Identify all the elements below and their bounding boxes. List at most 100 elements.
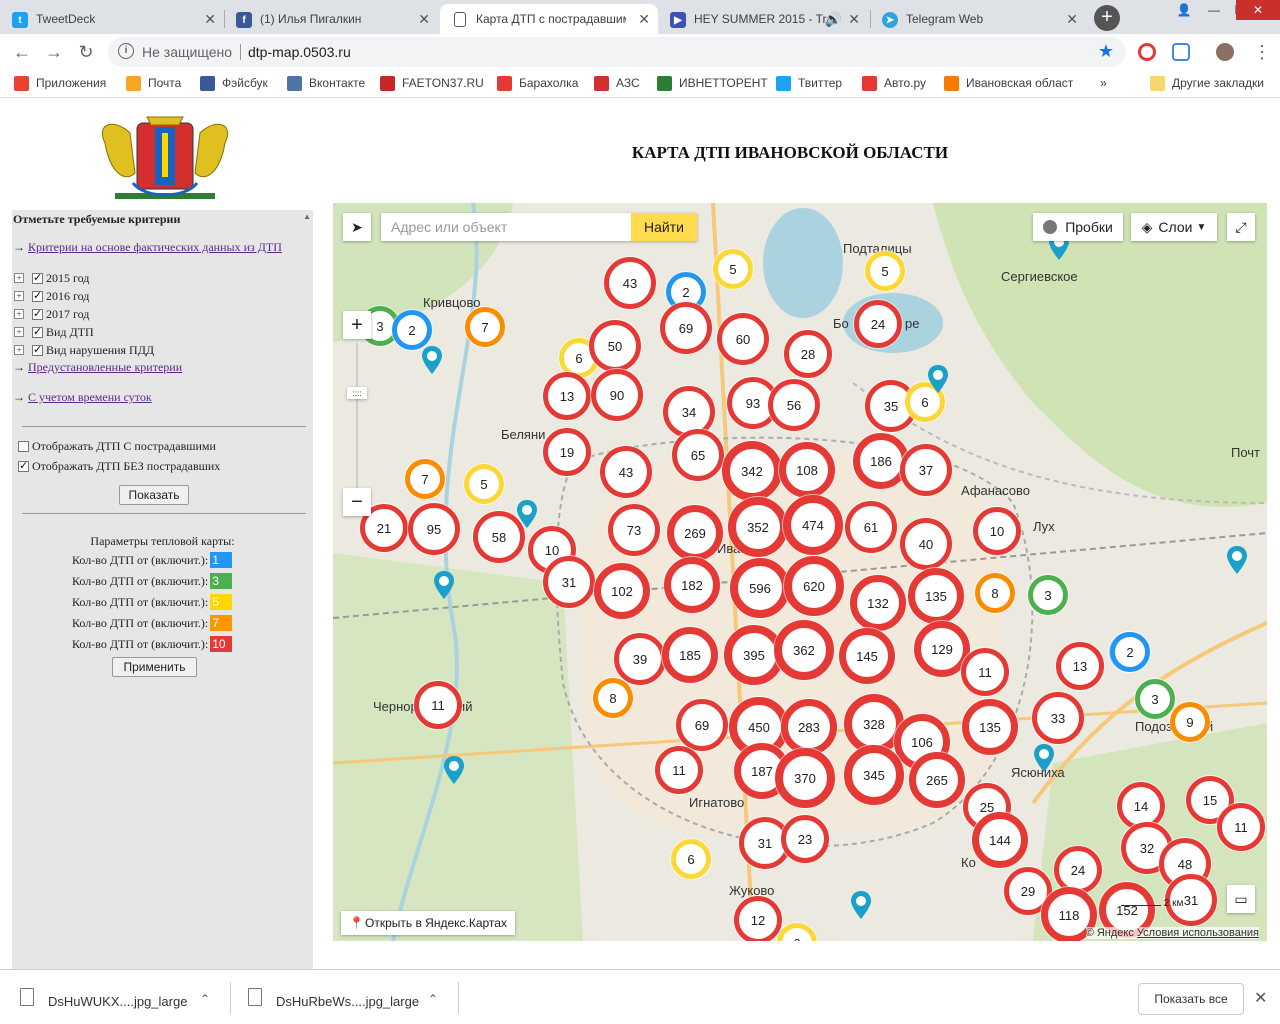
accident-cluster[interactable]: 69 <box>660 302 712 354</box>
download-item[interactable]: DsHuWUKX....jpg_large ⌃ <box>20 980 220 1016</box>
geolocation-icon[interactable]: ➤ <box>343 213 371 241</box>
accident-cluster[interactable]: 283 <box>781 699 837 755</box>
accident-cluster[interactable]: 342 <box>722 441 782 501</box>
accident-cluster[interactable]: 24 <box>854 300 902 348</box>
accident-cluster[interactable]: 60 <box>717 313 769 365</box>
zoom-slider-track[interactable] <box>356 343 358 495</box>
bookmark-item[interactable]: Вконтакте <box>287 76 365 91</box>
accident-cluster[interactable]: 370 <box>775 748 835 808</box>
bookmark-item[interactable]: Ивановская област <box>944 76 1073 91</box>
bookmark-star-icon[interactable]: ★ <box>1097 41 1114 61</box>
layers-button[interactable]: ◈ Слои ▼ <box>1131 213 1217 241</box>
heat-threshold-input[interactable]: 5 <box>210 594 233 610</box>
heat-threshold-input[interactable]: 3 <box>210 573 233 589</box>
placemark-pin-icon[interactable] <box>1226 545 1248 575</box>
accident-cluster[interactable]: 352 <box>728 497 788 557</box>
accident-cluster[interactable]: 135 <box>962 699 1018 755</box>
security-status[interactable]: Не защищено <box>142 44 232 60</box>
accident-cluster[interactable]: 12 <box>734 896 782 941</box>
accident-cluster[interactable]: 69 <box>676 699 728 751</box>
bookmark-item[interactable]: Твиттер <box>776 76 842 91</box>
scroll-up-icon[interactable]: ▲ <box>303 212 311 221</box>
accident-cluster[interactable]: 50 <box>589 320 641 372</box>
accident-cluster[interactable]: 474 <box>783 495 843 555</box>
accident-cluster[interactable]: 620 <box>784 556 844 616</box>
accident-cluster[interactable]: 90 <box>591 369 643 421</box>
accident-cluster[interactable]: 15 <box>1186 776 1234 824</box>
close-icon[interactable]: ✕ <box>1066 11 1078 27</box>
accident-cluster[interactable]: 43 <box>604 257 656 309</box>
accident-cluster[interactable]: 186 <box>853 433 909 489</box>
heat-threshold-input[interactable]: 1 <box>210 552 233 568</box>
accident-cluster[interactable]: 31 <box>1165 874 1217 926</box>
accident-cluster[interactable]: 129 <box>914 621 970 677</box>
expand-icon[interactable]: + <box>14 345 24 355</box>
tree-item-accident-type[interactable]: + Вид ДТП <box>14 324 94 340</box>
accident-cluster[interactable]: 14 <box>1117 782 1165 830</box>
accident-cluster[interactable]: 58 <box>473 511 525 563</box>
accident-cluster[interactable]: 73 <box>608 504 660 556</box>
chevron-up-icon[interactable]: ⌃ <box>200 992 211 1006</box>
zoom-out-button[interactable]: − <box>343 488 371 516</box>
accident-cluster[interactable]: 135 <box>908 568 964 624</box>
new-tab-button[interactable]: + <box>1094 5 1120 31</box>
accident-cluster[interactable]: 5 <box>865 251 905 291</box>
accident-cluster[interactable]: 95 <box>408 503 460 555</box>
checkbox-violation-type[interactable] <box>32 343 43 356</box>
placemark-pin-icon[interactable] <box>1033 743 1055 773</box>
accident-cluster[interactable]: 8 <box>975 573 1015 613</box>
accident-cluster[interactable]: 13 <box>543 372 591 420</box>
accident-cluster[interactable]: 13 <box>1056 642 1104 690</box>
option-injured[interactable]: Отображать ДТП С пострадавшими <box>18 439 216 454</box>
placemark-pin-icon[interactable] <box>433 570 455 600</box>
tree-item-2015[interactable]: + 2015 год <box>14 270 89 286</box>
accident-cluster[interactable]: 269 <box>667 505 723 561</box>
url-text[interactable]: dtp-map.0503.ru <box>248 44 351 60</box>
accident-cluster[interactable]: 19 <box>543 428 591 476</box>
accident-cluster[interactable]: 144 <box>972 812 1028 868</box>
close-icon[interactable]: ✕ <box>848 11 860 27</box>
avatar[interactable] <box>1216 43 1234 61</box>
accident-cluster[interactable]: 37 <box>900 444 952 496</box>
other-bookmarks[interactable]: Другие закладки <box>1150 76 1264 91</box>
checkbox-not-injured[interactable] <box>18 459 29 472</box>
bookmark-item[interactable]: ИВНЕТТОРЕНТ <box>657 76 768 91</box>
accident-cluster[interactable]: 7 <box>465 307 505 347</box>
accident-cluster[interactable]: 185 <box>662 627 718 683</box>
accident-map[interactable]: Подталицы Сергиевское Кривцово Беляни Афанас… <box>333 203 1267 941</box>
accident-cluster[interactable]: 61 <box>845 501 897 553</box>
show-button[interactable]: Показать <box>119 485 189 505</box>
tab-dtp-map[interactable]: Карта ДТП с пострадавшими ✕ <box>440 4 658 34</box>
apply-button[interactable]: Применить <box>112 657 197 677</box>
expand-icon[interactable]: + <box>14 327 24 337</box>
tree-item-2017[interactable]: + 2017 год <box>14 306 89 322</box>
accident-cluster[interactable]: 11 <box>414 681 462 729</box>
expand-icon[interactable]: + <box>14 273 24 283</box>
bookmark-item[interactable]: Авто.ру <box>862 76 926 91</box>
actual-criteria-link[interactable]: Критерии на основе фактических данных из… <box>28 240 282 254</box>
close-icon[interactable]: ✕ <box>1254 990 1268 1007</box>
time-of-day-link[interactable]: С учетом времени суток <box>28 390 152 404</box>
placemark-pin-icon[interactable] <box>927 364 949 394</box>
terms-link[interactable]: Условия использования <box>1136 927 1259 939</box>
checkbox-accident-type[interactable] <box>32 325 43 338</box>
accident-cluster[interactable]: 108 <box>779 442 835 498</box>
accident-cluster[interactable]: 40 <box>900 518 952 570</box>
accident-cluster[interactable]: 5 <box>464 464 504 504</box>
fullscreen-icon[interactable]: ⤢ <box>1227 213 1255 241</box>
accident-cluster[interactable]: 11 <box>655 746 703 794</box>
accident-cluster[interactable]: 43 <box>600 446 652 498</box>
accident-cluster[interactable]: 9 <box>1170 702 1210 742</box>
accident-cluster[interactable]: 2 <box>392 310 432 350</box>
tree-item-2016[interactable]: + 2016 год <box>14 288 89 304</box>
expand-icon[interactable]: + <box>14 291 24 301</box>
accident-cluster[interactable]: 10 <box>973 507 1021 555</box>
close-icon[interactable]: ✕ <box>418 11 430 27</box>
open-in-yandex-maps[interactable]: 📍 Открыть в Яндекс.Картах <box>341 911 515 935</box>
expand-icon[interactable]: + <box>14 309 24 319</box>
minimize-button[interactable]: — <box>1208 3 1220 17</box>
accident-cluster[interactable]: 11 <box>961 648 1009 696</box>
option-not-injured[interactable]: Отображать ДТП БЕЗ пострадавших <box>18 459 220 474</box>
accident-cluster[interactable]: 65 <box>672 429 724 481</box>
accident-cluster[interactable]: 132 <box>850 575 906 631</box>
